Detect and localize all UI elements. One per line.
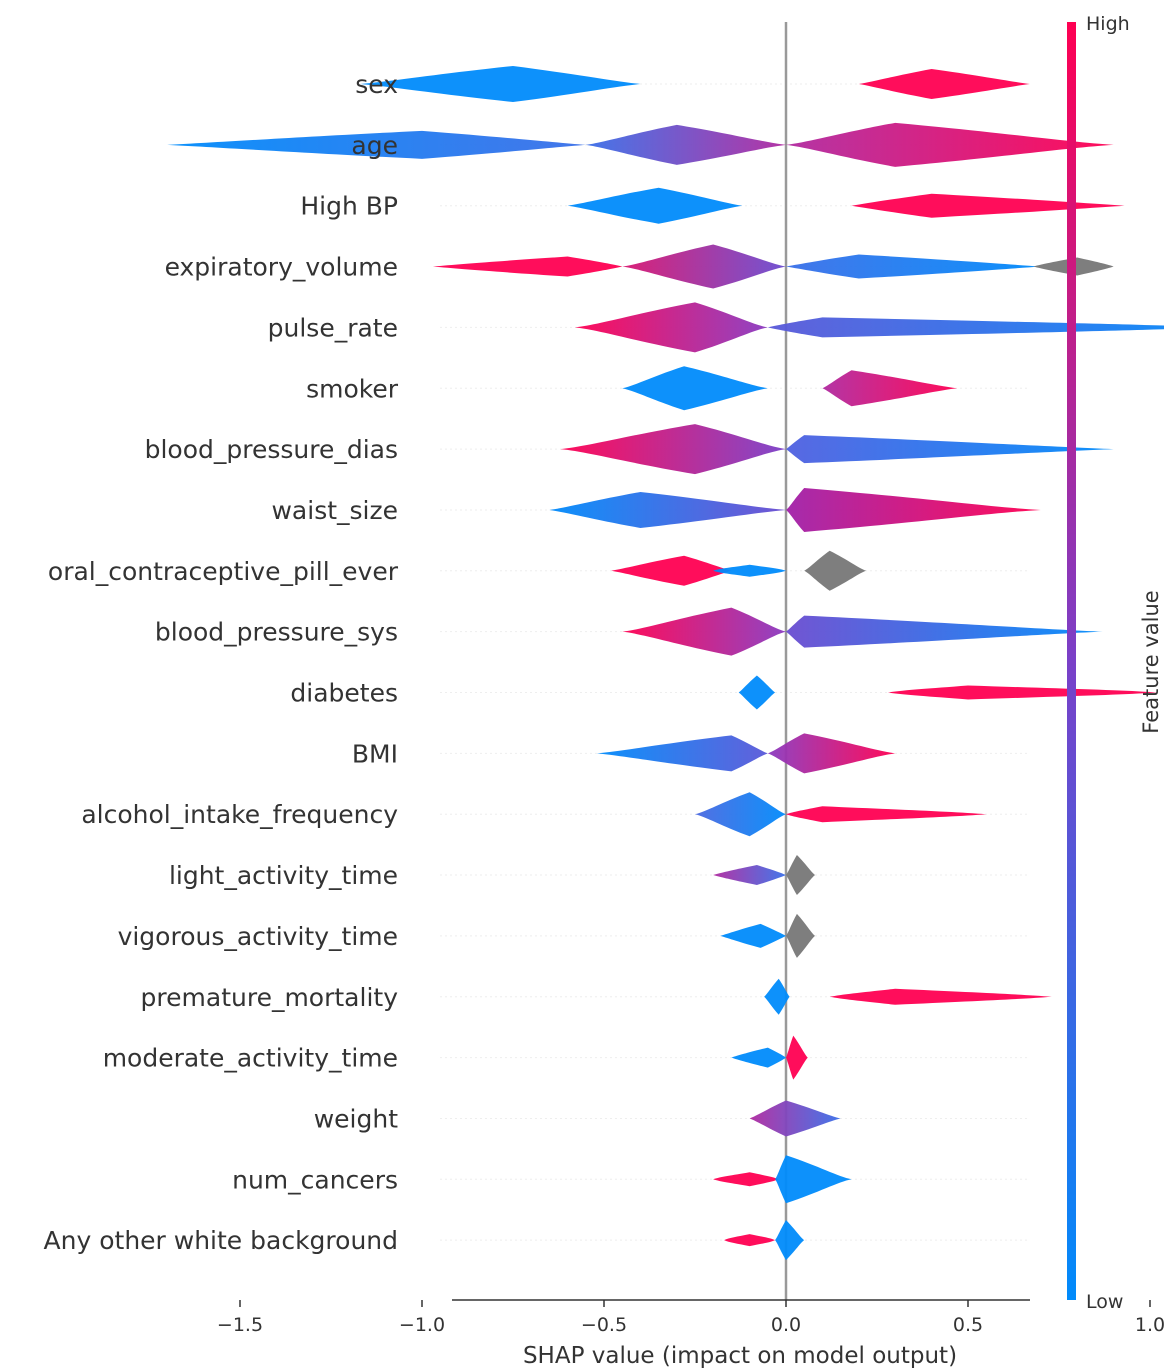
swarm-smoker (622, 366, 958, 411)
swarm-segment-premature-mortality-1 (829, 988, 1052, 1005)
swarm-segment-expiratory-volume-0 (432, 256, 623, 277)
feature-label-age: age (351, 131, 398, 160)
swarm-segment-light-activity-time-1 (786, 855, 816, 896)
swarm-segment-age-0 (167, 130, 586, 159)
swarm-segment-vigorous-activity-time-0 (720, 923, 786, 948)
swarm-moderate-activity-time (731, 1035, 808, 1080)
colorbar: High Low Feature value (1067, 13, 1163, 1313)
swarm-diabetes (738, 675, 1158, 710)
feature-label-expiratory-volume: expiratory_volume (165, 253, 398, 282)
swarm-num-cancers (713, 1155, 852, 1204)
swarm-segment-moderate-activity-time-1 (786, 1035, 808, 1080)
swarm-segment-alcohol-intake-frequency-0 (695, 792, 786, 837)
feature-label-oral-contraceptive-pill-ever: oral_contraceptive_pill_ever (48, 557, 399, 586)
swarm-segment-sex-1 (858, 69, 1030, 99)
swarm-segment-oral-contraceptive-pill-ever-0 (611, 555, 732, 586)
feature-labels: sex age High BP expiratory_volume pulse_rate… (44, 70, 399, 1255)
swarm-segment-diabetes-1 (887, 685, 1158, 700)
swarm-pulse-rate (574, 302, 1164, 353)
swarm-segment-sex-0 (360, 66, 641, 102)
feature-label-alcohol-intake-frequency: alcohol_intake_frequency (81, 800, 398, 829)
x-axis: −1.5 −1.0 −0.5 0.0 0.5 1.0 (217, 1299, 1164, 1336)
swarm-segment-blood-pressure-dias-1 (786, 435, 1114, 464)
swarm-alcohol-intake-frequency (695, 792, 987, 837)
swarm-segment-expiratory-volume-2 (786, 254, 1041, 279)
swarm-segment-alcohol-intake-frequency-1 (786, 806, 987, 823)
swarm-segment-bmi-0 (596, 735, 768, 772)
feature-label-smoker: smoker (306, 374, 399, 403)
swarm-blood-pressure-sys (622, 607, 1103, 656)
swarm-segment-expiratory-volume-1 (622, 244, 786, 289)
swarm-segment-smoker-0 (622, 366, 768, 411)
swarm-segment-blood-pressure-sys-1 (786, 615, 1103, 648)
x-tick-label: −1.0 (399, 1314, 445, 1336)
swarm-segment-high-bp-0 (567, 187, 743, 224)
swarm-segment-oral-contraceptive-pill-ever-2 (804, 550, 867, 591)
feature-label-bmi: BMI (352, 739, 398, 768)
feature-label-moderate-activity-time: moderate_activity_time (103, 1044, 398, 1073)
swarm-bmi (596, 733, 896, 774)
swarm-segment-smoker-1 (822, 370, 958, 407)
swarm-oral-contraceptive-pill-ever (611, 550, 867, 591)
swarm-weight (749, 1100, 841, 1137)
feature-label-weight: weight (314, 1104, 398, 1133)
swarm-segment-age-1 (585, 124, 786, 165)
swarm-segment-waist-size-1 (786, 487, 1041, 532)
swarm-expiratory-volume (432, 244, 1114, 289)
swarm-segment-any-other-white-background-0 (724, 1234, 776, 1247)
x-tick-label: 1.0 (1135, 1314, 1164, 1336)
feature-label-premature-mortality: premature_mortality (141, 983, 399, 1012)
colorbar-title: Feature value (1139, 590, 1163, 733)
feature-label-num-cancers: num_cancers (232, 1165, 398, 1194)
x-tick-label: 0.5 (953, 1314, 983, 1336)
swarm-segment-bmi-1 (767, 733, 896, 774)
feature-label-blood-pressure-dias: blood_pressure_dias (145, 435, 398, 464)
colorbar-low-label: Low (1086, 1291, 1123, 1313)
swarm-segment-light-activity-time-0 (713, 865, 786, 886)
beeswarm-swarms (167, 66, 1164, 1261)
feature-label-waist-size: waist_size (271, 496, 398, 525)
swarm-segment-diabetes-0 (738, 675, 776, 710)
swarm-segment-age-2 (786, 122, 1114, 167)
feature-label-diabetes: diabetes (290, 679, 398, 708)
swarm-high-bp (567, 187, 1125, 224)
feature-label-light-activity-time: light_activity_time (169, 861, 398, 890)
swarm-segment-blood-pressure-sys-0 (622, 607, 786, 656)
swarm-segment-oral-contraceptive-pill-ever-1 (713, 564, 786, 577)
swarm-segment-moderate-activity-time-0 (731, 1047, 786, 1068)
swarm-segment-vigorous-activity-time-1 (786, 913, 816, 958)
swarm-segment-num-cancers-0 (713, 1172, 779, 1187)
feature-label-blood-pressure-sys: blood_pressure_sys (155, 618, 398, 647)
x-tick-label: −1.5 (217, 1314, 263, 1336)
colorbar-rect (1067, 22, 1076, 1300)
feature-label-vigorous-activity-time: vigorous_activity_time (118, 922, 398, 951)
colorbar-high-label: High (1086, 13, 1130, 35)
swarm-light-activity-time (713, 855, 816, 896)
swarm-sex (360, 66, 1030, 102)
feature-label-sex: sex (355, 70, 398, 99)
swarm-vigorous-activity-time (720, 913, 816, 958)
swarm-segment-num-cancers-1 (775, 1155, 852, 1204)
swarm-segment-high-bp-1 (851, 193, 1125, 218)
x-tick-label: −0.5 (581, 1314, 627, 1336)
swarm-segment-weight-0 (749, 1100, 841, 1137)
x-tick-label: 0.0 (771, 1314, 801, 1336)
swarm-segment-premature-mortality-0 (764, 978, 790, 1015)
swarm-any-other-white-background (724, 1220, 805, 1261)
swarm-age (167, 122, 1114, 167)
swarm-segment-blood-pressure-dias-0 (560, 424, 786, 475)
feature-label-high-bp: High BP (300, 192, 398, 221)
x-axis-title: SHAP value (impact on model output) (523, 1343, 957, 1369)
swarm-premature-mortality (764, 978, 1052, 1015)
swarm-segment-pulse-rate-0 (574, 302, 768, 353)
feature-label-pulse-rate: pulse_rate (268, 313, 398, 342)
swarm-segment-waist-size-0 (549, 491, 786, 528)
swarm-waist-size (549, 487, 1041, 532)
feature-label-any-other-white-background: Any other white background (44, 1226, 398, 1255)
swarm-blood-pressure-dias (560, 424, 1114, 475)
swarm-segment-any-other-white-background-1 (775, 1220, 805, 1261)
swarm-segment-pulse-rate-1 (767, 317, 1164, 338)
